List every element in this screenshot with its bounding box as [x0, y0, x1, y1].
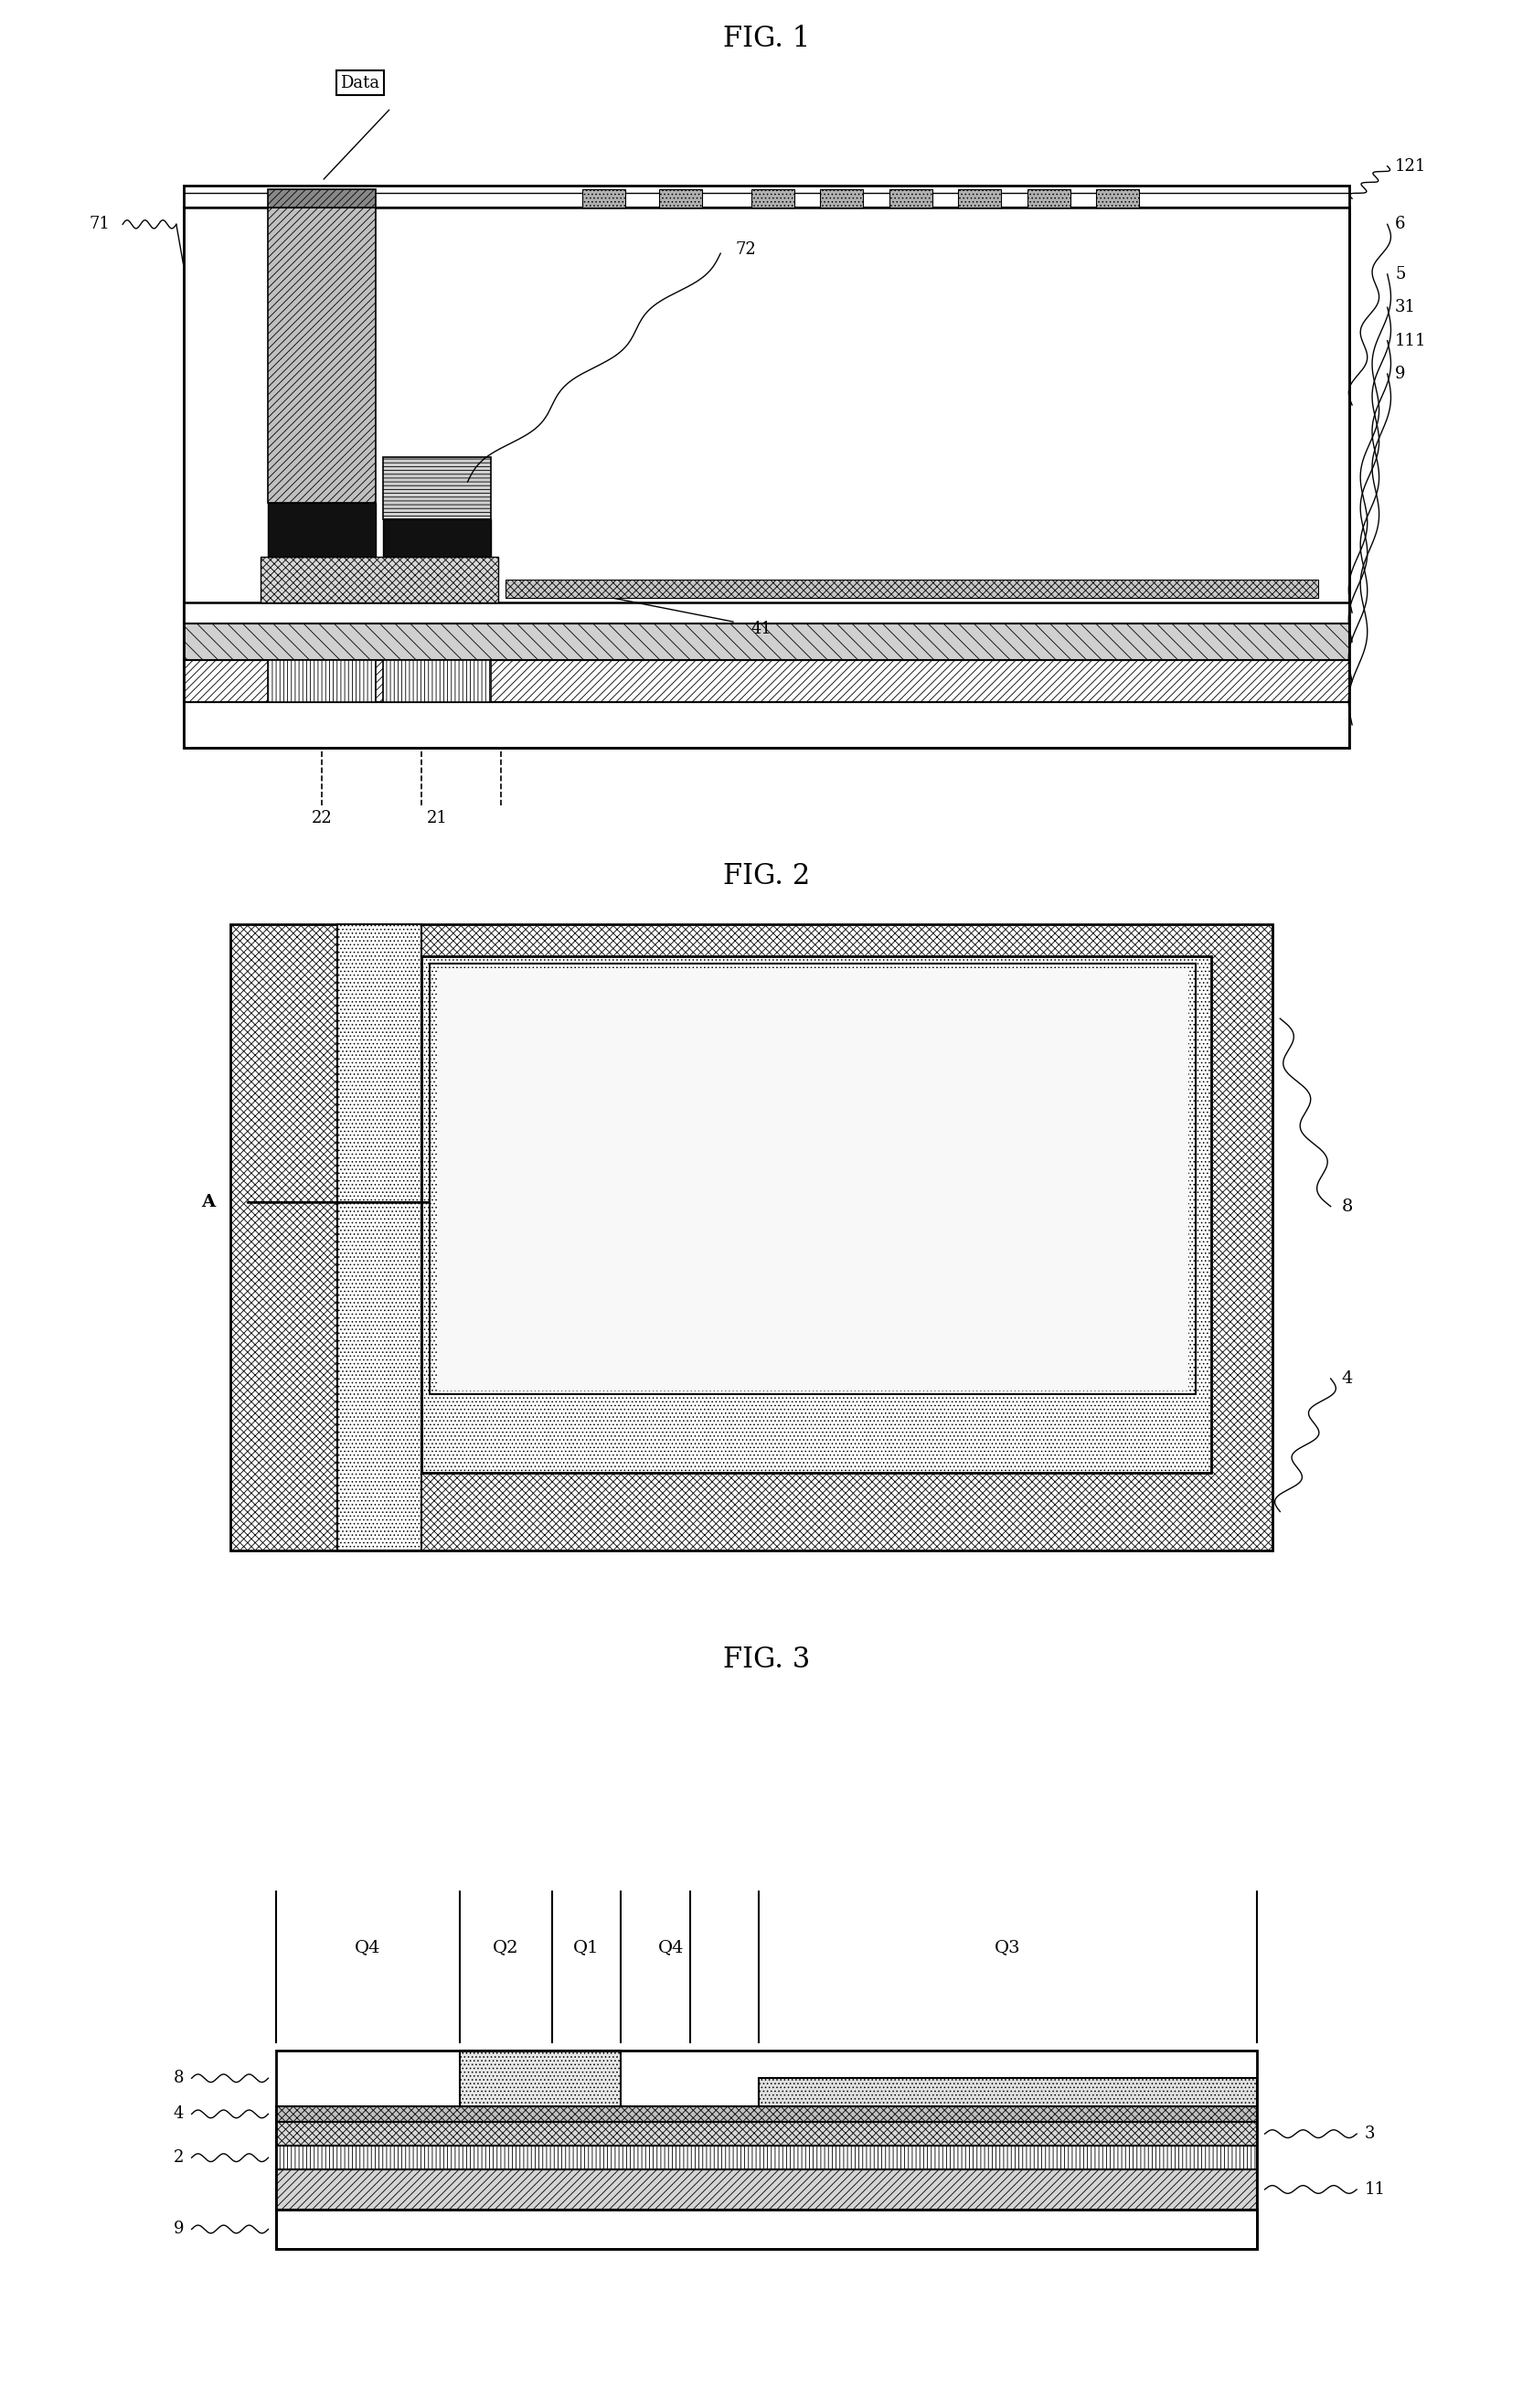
- Bar: [268, 190, 376, 207]
- Text: 9: 9: [1395, 366, 1406, 383]
- Text: 111: 111: [1395, 332, 1427, 349]
- Bar: [276, 2107, 1257, 2121]
- Bar: [268, 207, 376, 503]
- Text: Data: Data: [340, 75, 380, 92]
- Bar: [184, 602, 1349, 624]
- Bar: [460, 2049, 621, 2107]
- Bar: [1096, 190, 1139, 207]
- Text: A: A: [201, 1194, 215, 1211]
- Bar: [184, 207, 1349, 602]
- Bar: [230, 925, 1272, 1551]
- Bar: [759, 2078, 1257, 2107]
- Bar: [506, 580, 1318, 597]
- Text: 2: 2: [173, 2150, 184, 2165]
- Bar: [276, 2170, 1257, 2211]
- Bar: [276, 2211, 1257, 2249]
- Text: Q1: Q1: [573, 1938, 599, 1955]
- Text: 31: 31: [1395, 299, 1416, 315]
- Bar: [1027, 190, 1070, 207]
- Text: 4: 4: [1341, 1370, 1352, 1387]
- Bar: [429, 963, 1196, 1394]
- Bar: [820, 190, 863, 207]
- Text: 11: 11: [1364, 2182, 1386, 2199]
- Text: 8: 8: [173, 2071, 184, 2085]
- Text: 9: 9: [173, 2220, 184, 2237]
- Bar: [383, 458, 491, 520]
- Bar: [184, 660, 1349, 703]
- Text: 6: 6: [1395, 217, 1406, 234]
- Bar: [184, 185, 1349, 746]
- Text: 72: 72: [736, 241, 757, 258]
- Text: Q3: Q3: [995, 1938, 1021, 1955]
- Bar: [268, 503, 376, 556]
- Bar: [184, 624, 1349, 660]
- Text: FIG. 3: FIG. 3: [724, 1645, 809, 1674]
- Bar: [276, 2049, 1257, 2249]
- Text: 22: 22: [311, 809, 333, 826]
- Bar: [261, 556, 498, 602]
- Text: FIG. 2: FIG. 2: [724, 862, 809, 891]
- Text: 8: 8: [1341, 1199, 1352, 1214]
- Bar: [583, 190, 625, 207]
- Bar: [268, 660, 376, 703]
- Bar: [437, 968, 1188, 1389]
- Bar: [276, 2121, 1257, 2146]
- Text: Q2: Q2: [494, 1938, 518, 1955]
- Bar: [383, 520, 491, 556]
- Bar: [659, 190, 702, 207]
- Text: 21: 21: [426, 809, 448, 826]
- Text: FIG. 1: FIG. 1: [724, 24, 809, 53]
- Bar: [383, 660, 491, 703]
- Bar: [276, 2146, 1257, 2170]
- Text: 41: 41: [751, 621, 773, 638]
- Text: Q4: Q4: [356, 1938, 380, 1955]
- Text: Q4: Q4: [658, 1938, 684, 1955]
- Bar: [889, 190, 932, 207]
- Text: 5: 5: [1395, 265, 1406, 282]
- Bar: [422, 956, 1211, 1471]
- Bar: [751, 190, 794, 207]
- Text: 121: 121: [1395, 159, 1426, 173]
- Text: 3: 3: [1364, 2126, 1375, 2143]
- Bar: [184, 703, 1349, 746]
- Bar: [958, 190, 1001, 207]
- Text: A': A': [866, 1194, 886, 1211]
- Text: 71: 71: [89, 217, 110, 234]
- Text: 4: 4: [173, 2105, 184, 2121]
- Bar: [337, 925, 422, 1551]
